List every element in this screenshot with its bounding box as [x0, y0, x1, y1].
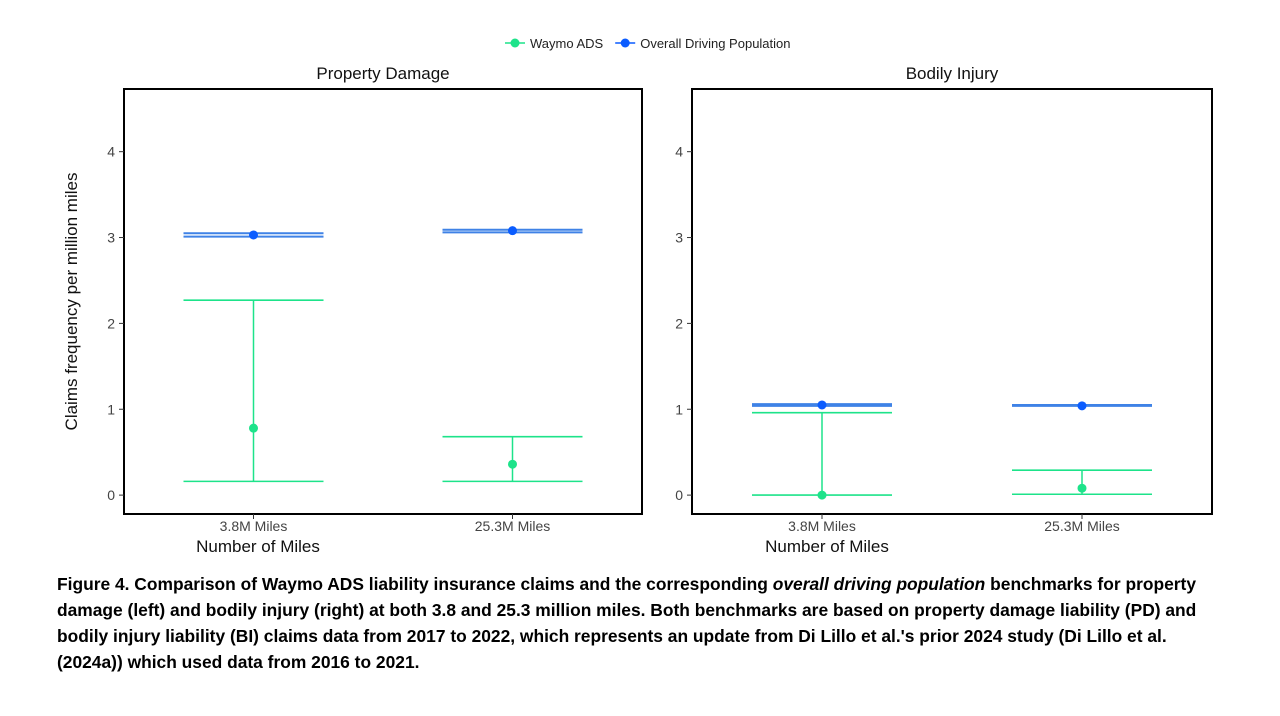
- x-axis-label: Number of Miles: [765, 537, 889, 556]
- x-axis-label: Number of Miles: [196, 537, 320, 556]
- y-tick-label: 0: [675, 487, 683, 503]
- plot-frame: [123, 88, 643, 515]
- plot-frame: [691, 88, 1213, 515]
- y-tick-label: 2: [675, 315, 683, 331]
- data-point: [508, 226, 517, 236]
- caption-pre: Figure 4. Comparison of Waymo ADS liabil…: [57, 574, 773, 594]
- x-tick-label: 3.8M Miles: [788, 518, 856, 534]
- legend-label: Overall Driving Population: [640, 36, 790, 51]
- x-tick-label: 25.3M Miles: [475, 518, 550, 534]
- data-point: [508, 459, 517, 469]
- data-point: [817, 490, 827, 500]
- y-tick-label: 3: [107, 230, 115, 246]
- y-tick-label: 1: [107, 401, 115, 417]
- y-axis-label: Claims frequency per million miles: [62, 173, 81, 431]
- data-point: [1077, 483, 1087, 493]
- caption-italic: overall driving population: [772, 574, 986, 594]
- data-point: [249, 423, 258, 433]
- y-tick-label: 0: [107, 487, 115, 503]
- caption-post: benchmarks for property damage (left) an…: [57, 574, 1197, 672]
- data-point: [817, 400, 827, 410]
- y-tick-label: 4: [107, 144, 115, 160]
- legend-label: Waymo ADS: [530, 36, 604, 51]
- y-tick-label: 2: [107, 315, 115, 331]
- legend-key-dot: [620, 38, 630, 48]
- figure-caption: Figure 4. Comparison of Waymo ADS liabil…: [57, 571, 1227, 675]
- data-point: [249, 230, 258, 240]
- x-tick-label: 3.8M Miles: [220, 518, 288, 534]
- panel-title: Bodily Injury: [906, 64, 999, 83]
- legend-key-dot: [510, 38, 520, 48]
- y-tick-label: 1: [675, 401, 683, 417]
- y-tick-label: 3: [675, 230, 683, 246]
- panel-title: Property Damage: [316, 64, 449, 83]
- y-tick-label: 4: [675, 144, 683, 160]
- x-tick-label: 25.3M Miles: [1044, 518, 1119, 534]
- data-point: [1077, 401, 1087, 411]
